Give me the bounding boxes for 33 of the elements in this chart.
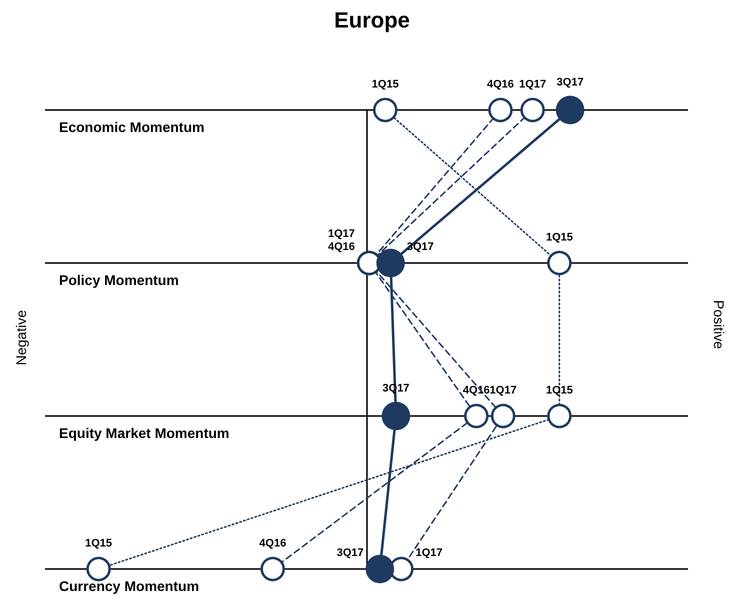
text: 4Q16 [486, 78, 514, 90]
point [490, 404, 516, 428]
point [376, 248, 405, 278]
text: 1Q17 [328, 228, 355, 240]
series-label: 1Q17 [416, 547, 442, 559]
point [488, 98, 513, 122]
chart-title: Europe [334, 8, 410, 32]
text: 1Q15 [85, 537, 112, 550]
point [547, 404, 572, 428]
point [382, 402, 410, 430]
point [86, 556, 111, 582]
y-tick-label: Currency Momentum [59, 578, 200, 594]
point [464, 404, 489, 428]
text: 4Q16 [259, 537, 286, 550]
point [366, 554, 394, 584]
y-tick-label: Equity Market Momentum [59, 425, 230, 441]
point [556, 96, 584, 124]
y-tick-label: Policy Momentum [59, 272, 179, 288]
point [520, 98, 545, 122]
text: 1Q17 [490, 384, 517, 396]
text: 1Q17 [519, 78, 546, 90]
point [547, 250, 572, 276]
text: Positive [711, 300, 727, 350]
text: 3Q17 [556, 76, 584, 88]
text: Negative [13, 310, 29, 366]
text: 1Q15 [372, 78, 399, 90]
point [373, 98, 398, 122]
text: 3Q17 [336, 547, 364, 559]
series-label: 1Q15 [546, 384, 573, 396]
y-tick-label: Economic Momentum [59, 119, 204, 135]
text: 4Q16 [328, 241, 355, 253]
text: 1Q15 [546, 231, 573, 244]
point [260, 556, 285, 582]
